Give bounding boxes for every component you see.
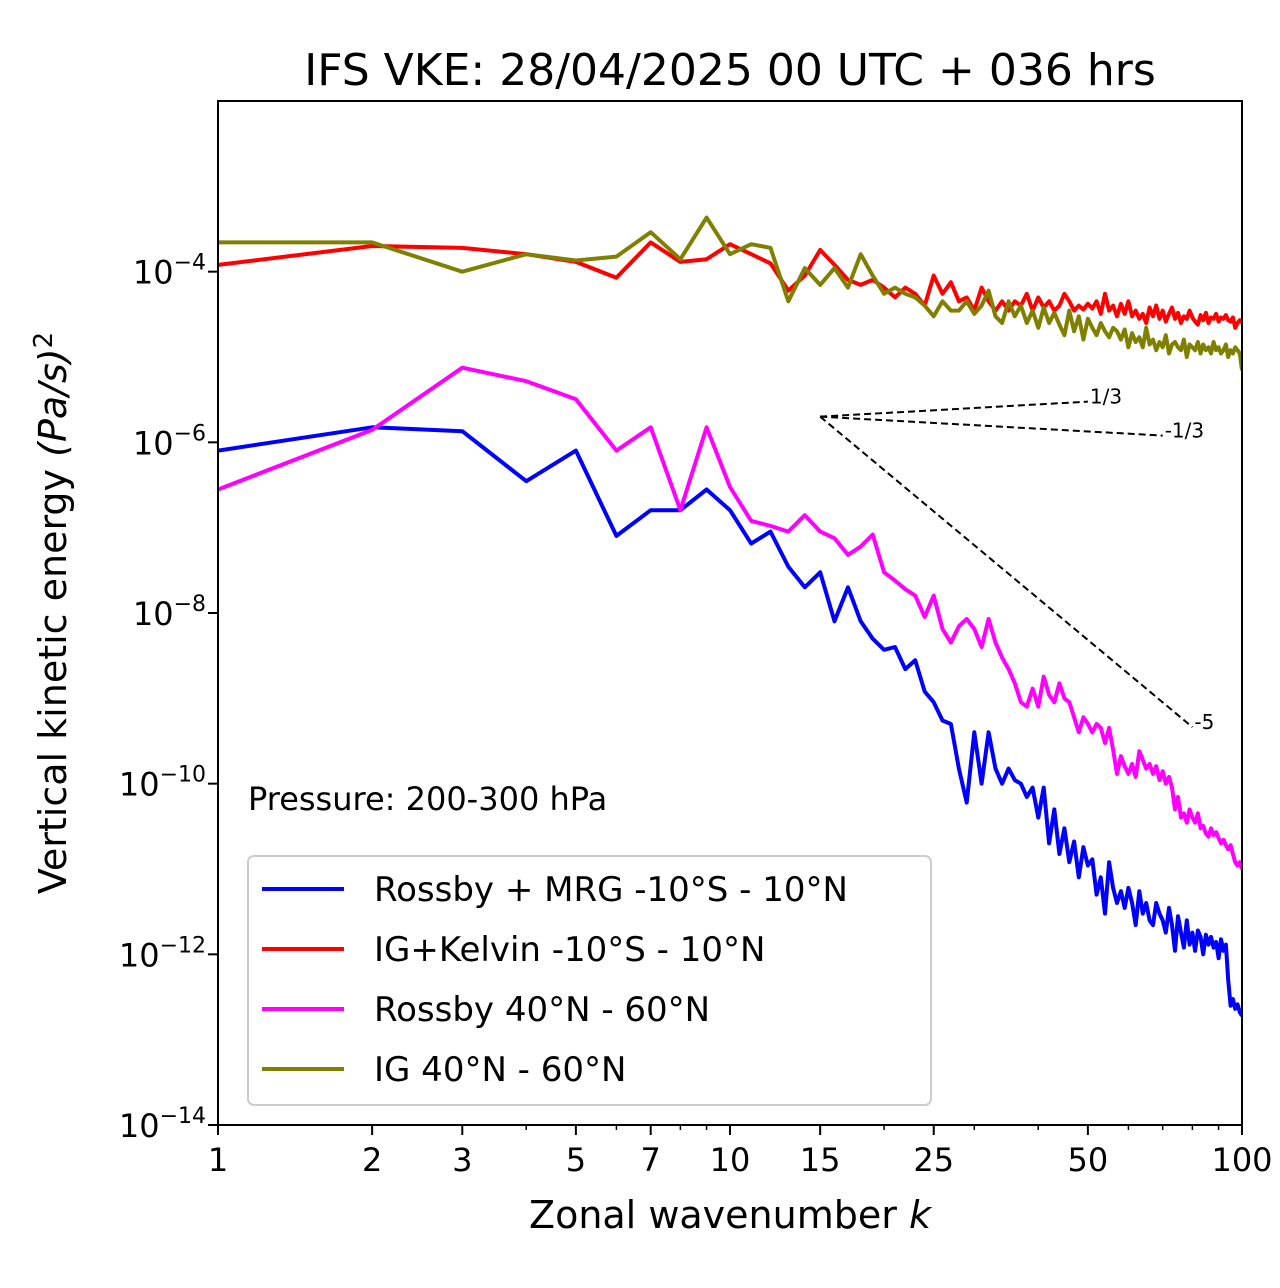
y-tick-base: 10 [133,595,174,633]
y-tick-label: 10−6 [133,421,206,462]
x-tick-label: 2 [362,1141,382,1179]
x-axis-label: Zonal wavenumber k [529,1193,933,1237]
x-tick-label: 25 [913,1141,954,1179]
reference-slope-labels: 1/3 -1/3 -5 [1090,385,1214,734]
x-axis-label-text: Zonal wavenumber [529,1193,897,1237]
y-tick-exponent: −14 [160,1104,206,1129]
pressure-annotation: Pressure: 200-300 hPa [248,780,607,818]
y-tick-base: 10 [133,254,174,292]
legend: Rossby + MRG -10°S - 10°N IG+Kelvin -10°S… [247,855,932,1106]
legend-label-0: Rossby + MRG -10°S - 10°N [374,870,848,910]
series-line-3 [218,215,1242,371]
legend-label-1: IG+Kelvin -10°S - 10°N [374,930,765,970]
series-line-2 [218,365,1242,870]
y-tick-base: 10 [119,766,160,804]
reference-label-2: -5 [1194,710,1214,734]
x-tick-label: 1 [208,1141,228,1179]
y-tick-exponent: −12 [160,933,206,958]
y-tick-label: 10−8 [133,592,206,633]
x-axis-label-var: k [909,1193,933,1237]
x-tick-label: 10 [710,1141,751,1179]
y-tick-label: 10−12 [119,933,206,974]
y-tick-exponent: −10 [160,763,206,788]
y-axis-label-unit: (Pa/s) [31,348,75,456]
x-tick-label: 50 [1068,1141,1109,1179]
reference-label-1: -1/3 [1165,419,1204,443]
reference-slope-lines [819,400,1194,728]
y-tick-exponent: −4 [174,251,206,276]
reference-label-0: 1/3 [1090,385,1122,409]
y-tick-base: 10 [133,424,174,462]
reference-line-0 [820,400,1088,418]
y-tick-exponent: −6 [174,421,206,446]
x-tick-label: 15 [800,1141,841,1179]
y-axis-label-exponent: 2 [29,332,59,349]
x-tick-label: 5 [566,1141,586,1179]
series-line-1 [218,240,1242,330]
x-tick-label: 100 [1211,1141,1272,1179]
y-tick-exponent: −8 [174,592,206,617]
x-tick-label: 7 [641,1141,661,1179]
y-axis-label-text: Vertical kinetic energy [31,469,75,894]
y-tick-label: 10−10 [119,763,206,804]
y-tick-base: 10 [119,936,160,974]
x-axis-ticks: 1 2 3 5 7 10 15 25 50 100 [208,1125,1273,1179]
y-tick-label: 10−14 [119,1104,206,1145]
legend-label-2: Rossby 40°N - 60°N [374,990,710,1030]
y-tick-label: 10−4 [133,251,206,292]
y-axis-label: Vertical kinetic energy (Pa/s)2 [29,332,75,894]
legend-label-3: IG 40°N - 60°N [374,1050,626,1090]
series-line-0 [218,425,1242,1017]
y-tick-base: 10 [119,1107,160,1145]
chart-title: IFS VKE: 28/04/2025 00 UTC + 036 hrs [304,45,1156,96]
series-lines [218,215,1242,1017]
reference-line-1 [820,415,1163,437]
x-tick-label: 3 [452,1141,472,1179]
legend-box [247,855,932,1106]
reference-line-2 [819,415,1194,728]
